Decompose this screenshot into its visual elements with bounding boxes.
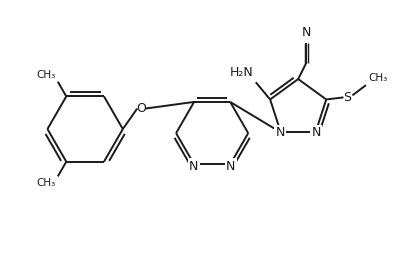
Text: N: N — [311, 126, 321, 139]
Text: N: N — [302, 26, 311, 39]
Text: S: S — [344, 91, 351, 104]
Text: N: N — [275, 126, 285, 139]
Text: CH₃: CH₃ — [37, 178, 56, 188]
Text: O: O — [136, 102, 146, 115]
Text: CH₃: CH₃ — [368, 73, 387, 83]
Text: CH₃: CH₃ — [37, 70, 56, 80]
Text: N: N — [226, 160, 235, 172]
Text: N: N — [189, 160, 199, 172]
Text: H₂N: H₂N — [230, 66, 254, 79]
